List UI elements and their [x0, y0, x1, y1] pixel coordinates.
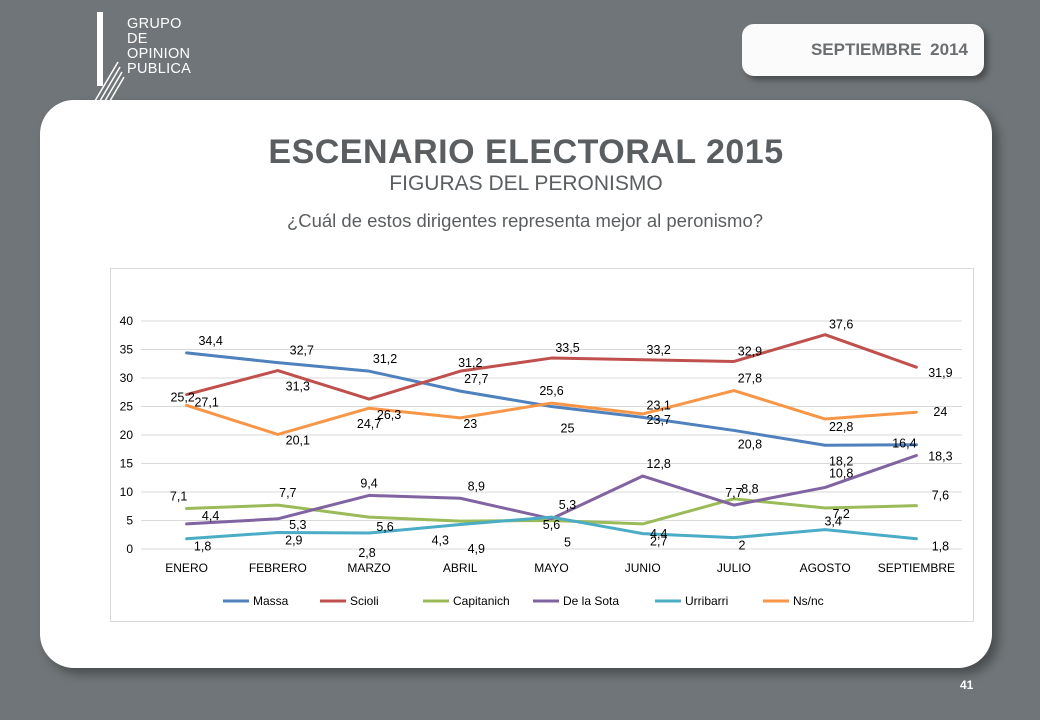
data-label: 33,5	[555, 341, 579, 355]
data-label: 8,9	[468, 479, 485, 493]
data-label: 5	[564, 536, 571, 550]
data-label: 27,7	[464, 372, 488, 386]
series-line-ns-nc	[185, 389, 918, 436]
y-tick-label: 35	[120, 343, 134, 357]
data-label: 23	[463, 417, 477, 431]
logo-line: GRUPO	[127, 16, 182, 32]
x-tick-label: ABRIL	[443, 561, 478, 575]
legend-label: Urribarri	[685, 594, 728, 608]
data-label: 4,4	[650, 527, 667, 541]
y-tick-label: 40	[120, 314, 134, 328]
data-label: 7,2	[832, 507, 849, 521]
data-label: 1,8	[932, 540, 949, 554]
data-label: 5,6	[543, 518, 560, 532]
data-label: 5,3	[289, 518, 306, 532]
y-tick-label: 30	[120, 371, 134, 385]
data-label: 7,7	[725, 486, 742, 500]
x-tick-label: JULIO	[717, 561, 751, 575]
data-label: 27,8	[738, 372, 762, 386]
data-label: 31,3	[286, 380, 310, 394]
data-label: 2	[738, 539, 745, 553]
data-label: 8,8	[741, 482, 758, 496]
data-label: 18,2	[829, 454, 853, 468]
data-label: 7,6	[932, 489, 949, 503]
date-badge: SEPTIEMBRE 2014	[742, 24, 984, 76]
data-label: 37,6	[829, 318, 853, 332]
x-tick-label: JUNIO	[625, 561, 661, 575]
data-label: 20,8	[738, 437, 762, 451]
data-label: 2,8	[358, 546, 375, 560]
data-label: 25	[561, 422, 575, 436]
data-label: 7,7	[279, 486, 296, 500]
logo-line: DE	[127, 31, 148, 47]
data-label: 10,8	[829, 466, 853, 480]
legend-label: Ns/nc	[793, 594, 824, 608]
data-label: 3,4	[824, 515, 841, 529]
x-tick-label: AGOSTO	[800, 561, 851, 575]
legend-label: Scioli	[350, 594, 379, 608]
slide-subtitle: FIGURAS DEL PERONISMO	[389, 172, 663, 195]
data-label: 16,4	[892, 437, 916, 451]
slide-title: ESCENARIO ELECTORAL 2015	[268, 133, 784, 171]
x-tick-label: ENERO	[165, 561, 208, 575]
series-line-scioli	[185, 333, 918, 401]
legend-label: De la Sota	[563, 594, 619, 608]
data-label: 32,7	[290, 344, 314, 358]
data-label: 5,6	[376, 520, 393, 534]
data-label: 23,7	[647, 413, 671, 427]
data-label: 22,8	[829, 420, 853, 434]
y-tick-label: 20	[120, 428, 134, 442]
data-label: 34,4	[198, 334, 222, 348]
survey-question: ¿Cuál de estos dirigentes representa mej…	[286, 210, 764, 231]
logo-text: GRUPO DE OPINION PUBLICA	[127, 17, 191, 77]
data-label: 27,1	[194, 396, 218, 410]
series-line-urribarri	[185, 515, 918, 541]
data-label: 33,2	[647, 343, 671, 357]
data-label: 1,8	[194, 540, 211, 554]
data-label: 26,3	[377, 408, 401, 422]
legend-label: Capitanich	[453, 594, 510, 608]
y-tick-label: 15	[120, 457, 134, 471]
data-label: 12,8	[647, 457, 671, 471]
y-tick-label: 10	[120, 485, 134, 499]
x-tick-label: MARZO	[347, 561, 390, 575]
y-tick-label: 25	[120, 400, 134, 414]
legend-label: Massa	[253, 594, 289, 608]
data-label: 9,4	[360, 476, 377, 490]
series-line-de-la-sota	[185, 454, 918, 526]
series-line-capitanich	[185, 497, 918, 526]
page-number: 41	[960, 678, 974, 692]
y-tick-label: 0	[126, 542, 133, 556]
series-line-massa	[185, 351, 918, 447]
data-label: 25,6	[539, 384, 563, 398]
y-tick-label: 5	[126, 514, 133, 528]
data-label: 2,9	[285, 533, 302, 547]
data-label: 32,9	[738, 344, 762, 358]
data-label: 24	[933, 405, 947, 419]
chart-container: 0 5 10 15 20 25 30 35 40 ENERO FEBRERO MARZO ABRIL MA…	[110, 268, 974, 622]
data-label: 5,3	[559, 498, 576, 512]
x-tick-label: MAYO	[534, 561, 568, 575]
data-label: 4,3	[432, 533, 449, 547]
data-label: 31,2	[373, 352, 397, 366]
data-label: 7,1	[170, 490, 187, 504]
logo-line: PUBLICA	[127, 61, 192, 77]
x-tick-label: FEBRERO	[249, 561, 307, 575]
data-label: 2,7	[650, 535, 667, 549]
data-label: 24,7	[357, 417, 381, 431]
data-label: 4,9	[468, 542, 485, 556]
data-label: 18,3	[928, 450, 952, 464]
data-label: 23,1	[647, 398, 671, 412]
logo-line: OPINION	[127, 46, 191, 62]
data-label: 4,4	[202, 509, 219, 523]
data-label: 31,2	[458, 356, 482, 370]
data-label: 25,2	[170, 390, 194, 404]
data-label: 20,1	[286, 433, 310, 447]
x-tick-label: SEPTIEMBRE	[878, 561, 955, 575]
date-badge-label: SEPTIEMBRE 2014	[810, 40, 968, 59]
data-label: 31,9	[928, 366, 952, 380]
